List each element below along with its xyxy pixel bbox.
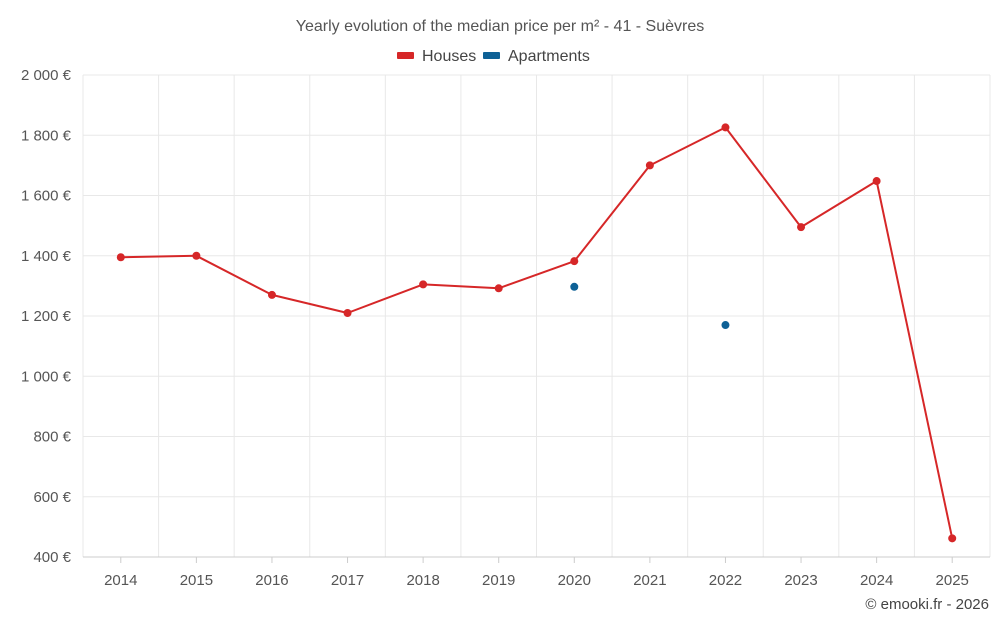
data-point-houses bbox=[872, 177, 881, 186]
legend-label-apartments: Apartments bbox=[508, 48, 590, 65]
data-point-houses bbox=[570, 257, 579, 266]
y-tick-label: 800 € bbox=[33, 429, 71, 446]
x-tick-label: 2015 bbox=[180, 572, 213, 589]
data-point-houses bbox=[721, 123, 730, 132]
x-tick-label: 2024 bbox=[860, 572, 893, 589]
x-tick-label: 2017 bbox=[331, 572, 364, 589]
x-tick-label: 2014 bbox=[104, 572, 137, 589]
series-layer bbox=[116, 123, 957, 543]
series-line-houses bbox=[120, 126, 954, 539]
data-point-houses bbox=[494, 284, 503, 293]
y-tick-label: 2 000 € bbox=[21, 67, 72, 84]
y-tick-label: 1 800 € bbox=[21, 127, 72, 144]
y-tick-label: 400 € bbox=[33, 549, 71, 566]
credit-text: © emooki.fr - 2026 bbox=[865, 596, 989, 613]
data-point-houses bbox=[116, 253, 125, 262]
x-tick-label: 2021 bbox=[633, 572, 666, 589]
data-point-houses bbox=[267, 290, 276, 299]
x-tick-label: 2025 bbox=[936, 572, 969, 589]
x-tick-label: 2023 bbox=[784, 572, 817, 589]
data-point-houses bbox=[797, 223, 806, 232]
data-point-houses bbox=[645, 161, 654, 170]
data-point-houses bbox=[192, 251, 201, 260]
grid-layer bbox=[82, 74, 991, 557]
legend-swatch-apartments bbox=[483, 52, 500, 59]
y-tick-label: 1 400 € bbox=[21, 248, 72, 265]
legend: Houses Apartments bbox=[397, 48, 590, 65]
data-point-houses bbox=[343, 308, 352, 317]
y-tick-label: 1 600 € bbox=[21, 188, 72, 205]
chart-title: Yearly evolution of the median price per… bbox=[296, 18, 705, 35]
data-point-apartments bbox=[721, 321, 730, 330]
data-point-houses bbox=[948, 534, 957, 543]
y-tick-label: 1 200 € bbox=[21, 308, 72, 325]
legend-swatch-houses bbox=[397, 52, 414, 59]
x-tick-label: 2020 bbox=[558, 572, 591, 589]
x-tick-label: 2019 bbox=[482, 572, 515, 589]
y-tick-label: 1 000 € bbox=[21, 368, 72, 385]
x-tick-label: 2018 bbox=[406, 572, 439, 589]
legend-label-houses: Houses bbox=[422, 48, 476, 65]
axis-layer: 400 € 600 € 800 € 1 000 € 1 200 € 1 400 € 1 60… bbox=[21, 67, 990, 589]
x-tick-label: 2016 bbox=[255, 572, 288, 589]
data-point-houses bbox=[419, 280, 428, 289]
data-point-apartments bbox=[570, 282, 579, 291]
y-tick-label: 600 € bbox=[33, 489, 71, 506]
x-tick-label: 2022 bbox=[709, 572, 742, 589]
